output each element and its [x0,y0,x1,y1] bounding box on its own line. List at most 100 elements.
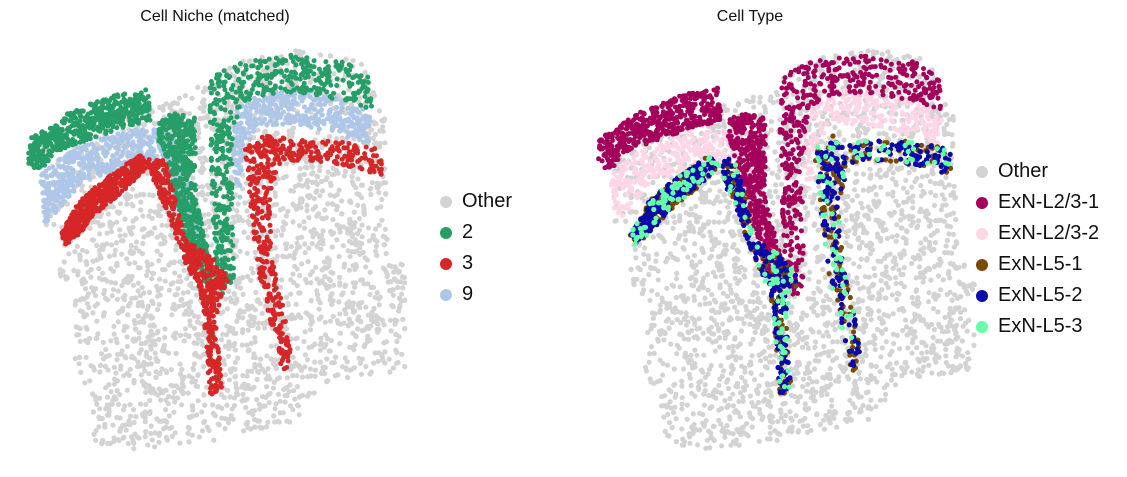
niche-9-point [40,172,46,178]
niche-2-point [240,70,246,76]
tissue-point [152,444,158,450]
tissue-point [290,406,296,413]
tissue-point [145,442,151,448]
tissue-point [240,327,246,333]
tissue-point [272,362,278,368]
tissue-point [295,235,301,241]
tissue-point [114,296,120,302]
tissue-point [148,423,154,429]
tissue-point [199,184,205,190]
niche-9-point [52,182,58,188]
tissue-point [306,344,312,351]
tissue-point [394,338,400,345]
tissue-point [155,212,161,218]
tissue-point [136,248,142,254]
tissue-point [162,326,168,332]
tissue-point [334,203,340,209]
niche-9-point [44,174,50,180]
tissue-point [94,257,100,263]
tissue-point [317,52,324,58]
tissue-point [380,118,386,124]
tissue-point [352,249,358,255]
tissue-point [357,95,363,101]
tissue-point [218,337,225,343]
niche-9-point [57,179,63,185]
tissue-point [131,318,137,324]
tissue-point [257,406,263,412]
tissue-point [292,249,298,255]
tissue-point [302,164,308,170]
tissue-point [182,326,188,332]
tissue-point [318,340,324,346]
tissue-point [368,323,374,329]
tissue-point [308,280,314,286]
tissue-point [299,183,305,189]
niche-9-point [97,173,103,178]
tissue-point [357,245,363,251]
tissue-point [327,53,333,59]
tissue-point [136,330,142,336]
tissue-point [367,291,373,298]
tissue-point [147,409,153,415]
niche-9-point [84,142,90,148]
niche-9-point [69,179,75,185]
tissue-point [252,361,258,368]
tissue-point [87,378,93,384]
tissue-point [150,192,156,199]
tissue-point [350,290,356,296]
tissue-point [199,428,205,434]
tissue-point [327,192,333,198]
tissue-point [166,262,172,268]
tissue-point [240,315,246,321]
niche-9-point [291,114,297,120]
tissue-point [77,297,83,303]
tissue-point [138,372,144,378]
niche-9-point [81,175,87,181]
tissue-point [119,283,125,289]
tissue-point [222,296,229,302]
tissue-point [196,191,202,197]
tissue-point [257,424,263,430]
tissue-point [344,301,350,307]
niche-9-point [64,179,70,185]
niche-9-point [67,157,72,163]
tissue-point [179,296,185,302]
tissue-point [200,89,206,95]
niche-9-point [77,162,83,168]
tissue-point [379,352,385,358]
tissue-point [136,350,142,356]
tissue-point [147,289,153,296]
niche-2-point [301,65,307,71]
tissue-point [263,376,269,382]
tissue-point [332,373,338,379]
tissue-point [127,366,133,372]
tissue-point [301,171,307,177]
niche-9-point [69,150,75,156]
niche-9-point [236,144,242,150]
niche-9-point [278,105,284,111]
tissue-point [85,269,91,275]
tissue-point [172,335,178,341]
tissue-point [365,281,371,287]
tissue-point [96,414,102,420]
tissue-point [326,283,332,290]
niche-2-point [340,77,346,83]
tissue-point [135,303,141,309]
tissue-point [292,396,298,402]
niche-2-point [283,58,289,64]
tissue-point [275,228,281,234]
niche-2-point [214,207,220,213]
niche-2-point [140,94,146,100]
tissue-point [195,398,201,404]
niche-2-point [304,85,309,91]
tissue-point [366,238,372,244]
tissue-point [189,432,195,438]
tissue-point [373,243,379,249]
tissue-point [394,349,400,356]
tissue-point [233,330,239,336]
tissue-point [135,359,141,365]
tissue-point [349,320,355,326]
tissue-point [398,261,404,267]
tissue-point [209,171,215,177]
tissue-point [318,246,324,252]
